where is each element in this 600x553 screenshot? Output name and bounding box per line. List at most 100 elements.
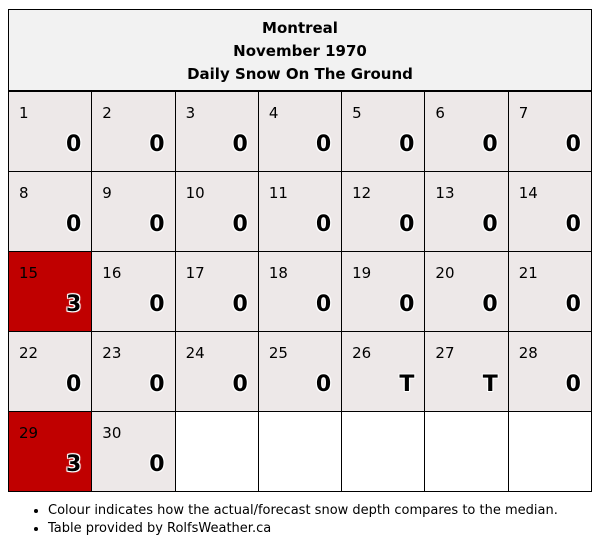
day-number: 6	[435, 104, 445, 122]
note-item: Table provided by RolfsWeather.ca	[48, 520, 558, 538]
day-number: 3	[185, 104, 196, 122]
snow-depth-value: 0	[149, 212, 165, 237]
day-cell: 29 3	[9, 412, 93, 492]
snow-depth-value: 0	[65, 372, 82, 397]
day-number: 28	[518, 344, 538, 362]
snow-depth-value: 0	[232, 372, 248, 397]
day-number: 17	[185, 264, 205, 282]
snow-depth-value: 0	[315, 212, 332, 237]
day-number: 4	[268, 104, 279, 122]
day-cell: 30 0	[92, 412, 176, 492]
day-number: 15	[19, 264, 39, 282]
day-cell: 11 0	[258, 172, 343, 252]
day-number: 7	[518, 104, 529, 122]
empty-cell	[258, 412, 343, 492]
snow-depth-value: 0	[149, 452, 165, 477]
table-header: Montreal November 1970 Daily Snow On The…	[8, 9, 592, 91]
snow-calendar-table: Montreal November 1970 Daily Snow On The…	[8, 9, 592, 492]
snow-depth-value: 0	[565, 212, 581, 237]
day-number: 23	[102, 344, 122, 362]
snow-depth-value: 0	[565, 132, 581, 157]
day-cell: 13 0	[425, 172, 509, 252]
snow-depth-value: 0	[65, 212, 82, 237]
empty-cell	[508, 412, 592, 492]
snow-depth-value: 0	[565, 372, 581, 397]
table-subtitle: Daily Snow On The Ground	[187, 65, 413, 83]
day-cell: 14 0	[508, 172, 592, 252]
day-cell: 15 3	[9, 252, 93, 332]
empty-cell	[425, 412, 509, 492]
day-cell: 24 0	[175, 332, 259, 412]
snow-depth-value: 0	[315, 132, 332, 157]
snow-depth-value: T	[399, 372, 415, 397]
day-number: 10	[185, 184, 205, 202]
day-number: 24	[185, 344, 205, 362]
day-number: 9	[102, 184, 112, 202]
day-number: 19	[352, 264, 372, 282]
snow-depth-value: 0	[482, 292, 498, 317]
snow-depth-value: 0	[232, 292, 248, 317]
day-cell: 22 0	[9, 332, 93, 412]
empty-cell	[342, 412, 426, 492]
snow-depth-value: 0	[399, 292, 415, 317]
day-number: 12	[352, 184, 372, 202]
day-number: 26	[352, 344, 372, 362]
note-item: Colour indicates how the actual/forecast…	[48, 502, 558, 520]
snow-depth-value: 3	[65, 292, 82, 317]
snow-depth-value: 0	[399, 132, 415, 157]
snow-depth-value: 0	[482, 132, 498, 157]
day-number: 16	[102, 264, 122, 282]
day-number: 30	[102, 424, 122, 442]
day-cell: 21 0	[508, 252, 592, 332]
snow-depth-value: 0	[149, 132, 165, 157]
day-number: 5	[352, 104, 362, 122]
snow-depth-value: T	[482, 372, 498, 397]
day-number: 21	[518, 264, 538, 282]
day-number: 14	[518, 184, 538, 202]
snow-depth-value: 0	[232, 132, 248, 157]
snow-depth-value: 0	[482, 212, 498, 237]
day-cell: 19 0	[342, 252, 426, 332]
day-number: 1	[19, 104, 29, 122]
snow-depth-value: 0	[315, 372, 332, 397]
calendar-grid: 1 0 2 0 3 0 4 0 5 0 6 0 7 0 8 0 9 0 10 0 11 0 12 0 13 0 14 0 15 3 16 0 1…	[8, 91, 592, 492]
day-number: 20	[435, 264, 455, 282]
day-number: 13	[435, 184, 455, 202]
snow-depth-value: 0	[565, 292, 581, 317]
snow-depth-value: 0	[232, 212, 248, 237]
snow-depth-value: 0	[149, 372, 165, 397]
day-cell: 20 0	[425, 252, 509, 332]
snow-depth-value: 0	[399, 212, 415, 237]
day-cell: 12 0	[342, 172, 426, 252]
empty-cell	[175, 412, 259, 492]
day-cell: 16 0	[92, 252, 176, 332]
day-cell: 28 0	[508, 332, 592, 412]
day-cell: 18 0	[258, 252, 343, 332]
day-number: 2	[102, 104, 112, 122]
snow-depth-value: 3	[65, 452, 82, 477]
city-title: Montreal	[262, 19, 338, 37]
day-cell: 26 T	[342, 332, 426, 412]
day-number: 29	[19, 424, 39, 442]
day-number: 27	[435, 344, 455, 362]
day-cell: 23 0	[92, 332, 176, 412]
month-title: November 1970	[233, 42, 367, 60]
snow-depth-value: 0	[65, 132, 82, 157]
day-number: 8	[19, 184, 29, 202]
day-cell: 27 T	[425, 332, 509, 412]
day-number: 25	[268, 344, 288, 362]
notes-list: Colour indicates how the actual/forecast…	[8, 502, 558, 538]
day-number: 11	[268, 184, 288, 202]
day-cell: 25 0	[258, 332, 343, 412]
day-cell: 10 0	[175, 172, 259, 252]
day-cell: 17 0	[175, 252, 259, 332]
